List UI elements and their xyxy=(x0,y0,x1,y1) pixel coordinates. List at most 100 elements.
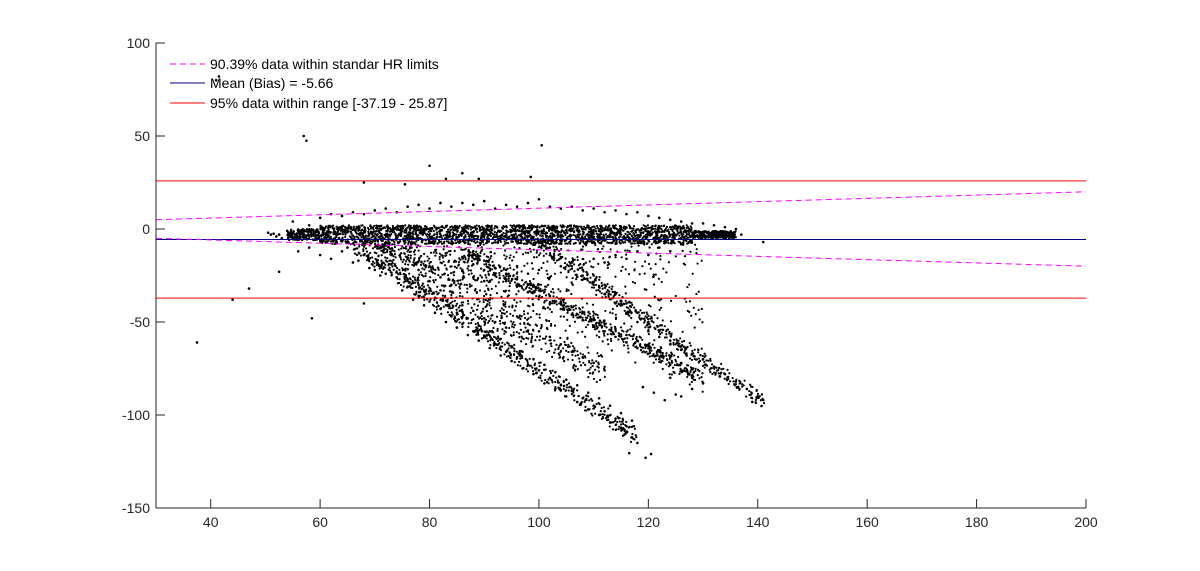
scatter-cluster-point xyxy=(578,360,581,363)
scatter-cluster-point xyxy=(425,288,428,291)
scatter-cluster-point xyxy=(643,319,647,322)
scatter-cluster-point xyxy=(535,335,539,338)
scatter-cluster-point xyxy=(539,374,542,377)
scatter-cloud-point xyxy=(415,246,419,249)
scatter-cluster-point xyxy=(393,245,397,249)
scatter-cluster-point xyxy=(619,423,623,426)
scatter-band-point xyxy=(403,231,406,234)
scatter-band-point xyxy=(366,239,369,242)
scatter-band-point xyxy=(512,227,515,230)
scatter-band-point xyxy=(545,226,548,229)
scatter-cloud-point xyxy=(633,269,636,272)
scatter-band-point xyxy=(601,226,604,229)
scatter-cluster-point xyxy=(566,311,569,314)
scatter-cluster-point xyxy=(551,369,554,372)
scatter-band-point xyxy=(432,229,435,233)
scatter-band-point xyxy=(665,236,668,239)
scatter-band-point xyxy=(321,231,324,234)
scatter-band-point xyxy=(560,229,563,232)
scatter-cluster-point xyxy=(667,354,671,357)
scatter-band-point xyxy=(706,231,709,234)
scatter-cluster-point xyxy=(399,273,402,276)
scatter-cluster-point xyxy=(422,275,425,278)
scatter-band-point xyxy=(289,236,292,239)
scatter-band-point xyxy=(432,242,435,245)
scatter-band-point xyxy=(637,228,640,231)
scatter-cluster-point xyxy=(475,333,478,336)
scatter-cluster-point xyxy=(508,344,511,347)
scatter-cloud-point xyxy=(565,289,568,293)
scatter-cluster-point xyxy=(568,260,571,264)
scatter-band-point xyxy=(466,242,470,245)
scatter-cluster-point xyxy=(633,427,637,430)
scatter-band-point xyxy=(632,227,635,230)
scatter-cluster-point xyxy=(592,286,596,289)
scatter-cluster-point xyxy=(737,386,740,389)
scatter-cluster-point xyxy=(376,239,379,243)
scatter-cloud-point xyxy=(468,285,472,288)
scatter-cloud-point xyxy=(620,256,623,259)
scatter-cloud-point xyxy=(621,265,624,268)
scatter-cluster-point xyxy=(750,396,753,399)
scatter-cluster-point xyxy=(436,285,439,288)
scatter-band-point xyxy=(371,235,374,238)
scatter-cloud-point xyxy=(512,268,515,271)
scatter-cluster-point xyxy=(382,265,386,269)
scatter-cloud-point xyxy=(614,256,617,259)
scatter-band-point xyxy=(673,237,676,240)
scatter-cluster-point xyxy=(397,248,400,251)
scatter-cloud-point xyxy=(523,264,526,267)
scatter-cloud-point xyxy=(424,264,427,267)
scatter-band-point xyxy=(492,241,495,244)
scatter-cloud-point xyxy=(572,258,575,262)
scatter-cluster-point xyxy=(367,254,370,258)
scatter-cluster-point xyxy=(642,317,645,320)
scatter-band-point xyxy=(689,229,692,232)
scatter-band-point xyxy=(687,233,690,236)
scatter-band-point xyxy=(658,230,661,233)
scatter-cloud-point xyxy=(492,273,495,276)
scatter-cloud-point xyxy=(462,272,465,275)
scatter-band-point xyxy=(379,229,382,232)
scatter-cloud-point xyxy=(388,246,391,249)
scatter-cluster-point xyxy=(599,378,602,382)
scatter-cloud-point xyxy=(602,257,605,260)
scatter-cluster-point xyxy=(453,299,456,302)
scatter-cluster-point xyxy=(489,317,492,320)
scatter-band-point xyxy=(529,236,533,240)
scatter-cluster-point xyxy=(489,339,492,342)
scatter-cloud-point xyxy=(489,264,492,267)
scatter-band-point xyxy=(389,230,392,233)
scatter-band-point xyxy=(407,233,410,237)
scatter-cluster-point xyxy=(655,351,658,354)
scatter-band-point xyxy=(678,234,681,237)
scatter-cluster-point xyxy=(562,355,565,359)
scatter-cloud-point xyxy=(602,332,605,335)
scatter-cloud-point xyxy=(661,319,664,322)
scatter-cloud-point xyxy=(450,265,453,268)
scatter-band-point xyxy=(364,227,367,230)
scatter-cloud-point xyxy=(514,305,518,308)
scatter-cluster-point xyxy=(610,288,613,291)
scatter-cloud-point xyxy=(688,357,692,360)
scatter-cluster-point xyxy=(448,303,451,306)
scatter-cloud-point xyxy=(437,273,440,277)
scatter-cluster-point xyxy=(419,290,422,293)
scatter-band-point xyxy=(658,236,661,239)
scatter-cluster-point xyxy=(758,395,761,398)
scatter-cluster-point xyxy=(461,325,464,328)
scatter-cloud-point xyxy=(592,319,596,322)
scatter-cloud-point xyxy=(571,276,574,280)
scatter-cloud-point xyxy=(700,259,703,262)
scatter-cluster-point xyxy=(431,303,435,306)
scatter-cloud-point xyxy=(550,324,553,327)
scatter-cloud-point xyxy=(420,260,423,263)
scatter-band-point xyxy=(630,227,633,230)
scatter-band-point xyxy=(453,229,456,232)
scatter-band-point xyxy=(353,236,356,239)
scatter-cluster-point xyxy=(513,350,516,353)
scatter-cluster-point xyxy=(432,279,435,282)
scatter-cluster-point xyxy=(404,274,408,277)
scatter-cluster-point xyxy=(513,347,516,350)
scatter-band-point xyxy=(628,227,632,230)
